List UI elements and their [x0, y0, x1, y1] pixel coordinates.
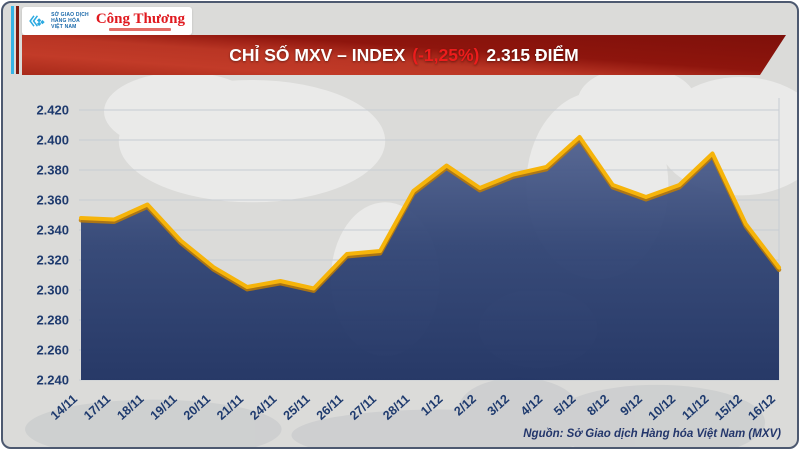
mxv-logo-text: SỞ GIAO DỊCH HÀNG HÓA VIỆT NAM — [51, 12, 89, 30]
x-tick-label: 15/12 — [712, 392, 745, 423]
line-path — [79, 135, 781, 291]
accent-stripe-cyan — [11, 6, 14, 74]
x-tick-label: 24/11 — [247, 392, 279, 423]
y-tick-label: 2.420 — [36, 103, 69, 118]
change-percent: (-1,25%) — [412, 44, 480, 65]
x-tick-label: 5/12 — [551, 392, 578, 419]
mxv-logo-line: HÀNG HÓA — [51, 18, 80, 24]
x-tick-label: 4/12 — [518, 392, 545, 419]
source-credit: Nguồn: Sở Giao dịch Hàng hóa Việt Nam (M… — [523, 428, 781, 440]
congthuong-tagline-bar — [109, 27, 172, 31]
y-tick-label: 2.380 — [36, 163, 69, 178]
index-line — [78, 135, 782, 293]
x-tick-label: 19/11 — [148, 392, 180, 423]
chart-title: CHỈ SỐ MXV – INDEX — [229, 44, 406, 65]
y-tick-label: 2.300 — [36, 283, 69, 298]
index-value: 2.315 ĐIỂM — [486, 44, 579, 65]
y-tick-label: 2.320 — [36, 253, 69, 268]
y-tick-label: 2.360 — [36, 193, 69, 208]
y-tick-label: 2.340 — [36, 223, 69, 238]
mxv-index-area-chart: 2.420 2.400 2.380 2.360 2.340 2.320 2.300 2.280… — [36, 98, 782, 423]
mxv-logo-line: VIỆT NAM — [51, 24, 77, 30]
mxv-logo-line: SỞ GIAO DỊCH — [51, 12, 89, 18]
x-tick-label: 20/11 — [181, 392, 213, 423]
y-tick-label: 2.400 — [36, 133, 69, 148]
x-tick-label: 18/11 — [114, 392, 146, 423]
publisher-logo-box: SỞ GIAO DỊCH HÀNG HÓA VIỆT NAM Công Thươ… — [22, 7, 192, 35]
x-tick-label: 27/11 — [347, 392, 379, 423]
x-tick-label: 2/12 — [451, 392, 478, 419]
mxv-logo-icon — [29, 15, 45, 27]
x-tick-label: 16/12 — [745, 392, 778, 423]
x-tick-label: 28/11 — [380, 392, 412, 423]
x-tick-label: 8/12 — [584, 392, 611, 419]
title-banner: CHỈ SỐ MXV – INDEX (-1,25%) 2.315 ĐIỂM — [22, 35, 786, 75]
area-fill — [81, 137, 779, 380]
x-tick-label: 26/11 — [314, 392, 346, 423]
x-tick-label: 17/11 — [81, 392, 113, 423]
y-tick-label: 2.240 — [36, 373, 69, 388]
y-axis-labels: 2.420 2.400 2.380 2.360 2.340 2.320 2.300 2.280… — [36, 103, 69, 388]
congthuong-logo: Công Thương — [95, 10, 185, 31]
x-tick-label: 3/12 — [485, 392, 512, 419]
y-tick-label: 2.280 — [36, 313, 69, 328]
x-tick-label: 9/12 — [618, 392, 645, 419]
area-path — [81, 137, 779, 380]
x-tick-label: 1/12 — [418, 392, 445, 419]
x-tick-label: 14/11 — [48, 392, 80, 423]
x-tick-label: 25/11 — [281, 392, 313, 423]
x-tick-label: 10/12 — [646, 392, 679, 423]
x-axis-labels: 14/11 17/11 18/11 19/11 20/11 21/11 24/11 25/11… — [48, 392, 778, 423]
congthuong-wordmark: Công Thương — [95, 10, 185, 27]
y-tick-label: 2.260 — [36, 343, 69, 358]
accent-stripe-maroon — [16, 6, 19, 74]
x-tick-label: 21/11 — [214, 392, 246, 423]
x-tick-label: 11/12 — [679, 392, 711, 423]
